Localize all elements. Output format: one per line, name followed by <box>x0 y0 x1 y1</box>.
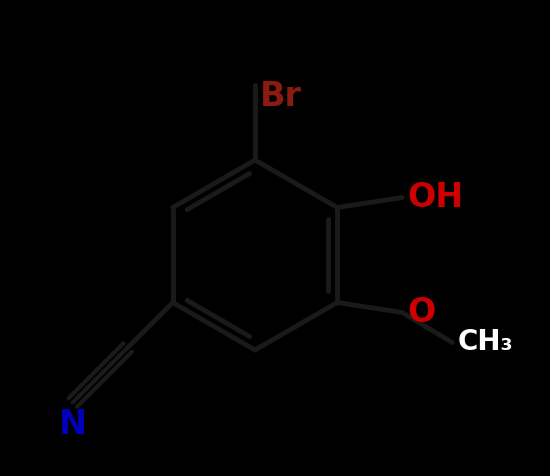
Text: CH₃: CH₃ <box>457 328 513 357</box>
Text: N: N <box>59 407 87 440</box>
Text: OH: OH <box>407 181 464 214</box>
Text: O: O <box>407 296 436 329</box>
Text: Br: Br <box>260 80 302 113</box>
